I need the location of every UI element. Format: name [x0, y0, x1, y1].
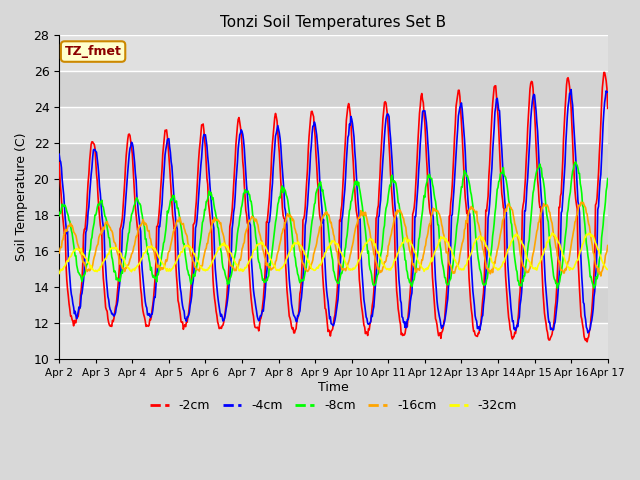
Bar	[59, 287, 608, 323]
Bar	[59, 72, 608, 107]
Bar	[59, 215, 608, 251]
Legend: -2cm, -4cm, -8cm, -16cm, -32cm: -2cm, -4cm, -8cm, -16cm, -32cm	[145, 395, 522, 418]
Text: TZ_fmet: TZ_fmet	[65, 45, 122, 58]
Title: Tonzi Soil Temperatures Set B: Tonzi Soil Temperatures Set B	[220, 15, 447, 30]
X-axis label: Time: Time	[318, 381, 349, 394]
Bar	[59, 143, 608, 179]
Y-axis label: Soil Temperature (C): Soil Temperature (C)	[15, 133, 28, 262]
